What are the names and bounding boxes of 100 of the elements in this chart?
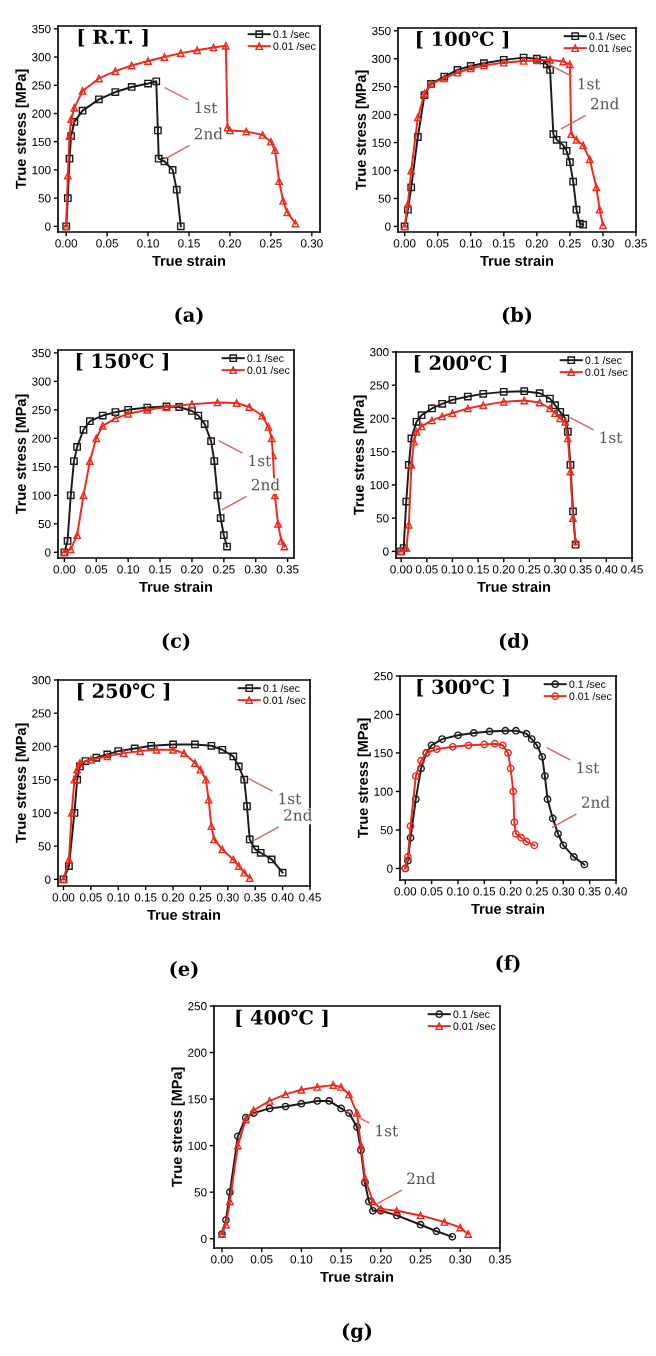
chart-title: [ 300℃ ] (417, 679, 509, 697)
point (160, 53, 169, 61)
point (556, 414, 565, 423)
point (245, 835, 254, 844)
point (543, 795, 552, 804)
point (428, 416, 436, 425)
point (92, 753, 101, 762)
point (325, 1097, 334, 1105)
point (402, 497, 411, 506)
point (226, 126, 234, 135)
point (546, 404, 554, 413)
point (345, 1109, 353, 1117)
point (73, 442, 82, 451)
point (572, 135, 581, 144)
point (277, 537, 286, 545)
point (417, 422, 426, 431)
point (599, 221, 607, 230)
point (479, 389, 488, 398)
point (160, 157, 169, 166)
point (95, 95, 103, 104)
point (180, 749, 188, 757)
point (194, 411, 203, 420)
point (509, 787, 518, 796)
point (448, 409, 457, 418)
point (207, 822, 216, 831)
chart-title: [ 150℃ ] (76, 353, 168, 371)
point (520, 396, 529, 405)
point (193, 46, 202, 55)
point (154, 154, 163, 163)
point (490, 739, 499, 748)
point (417, 756, 425, 765)
line-series (60, 398, 289, 557)
point (265, 1097, 274, 1105)
point (229, 752, 238, 761)
point (234, 762, 243, 771)
point (274, 519, 282, 528)
line-series (62, 77, 185, 231)
point (551, 409, 559, 418)
point (392, 1206, 401, 1215)
point (448, 395, 457, 404)
point (579, 141, 588, 150)
point (221, 41, 230, 50)
point (527, 735, 536, 744)
point (535, 389, 544, 398)
point (448, 742, 457, 751)
point (127, 83, 136, 91)
point (357, 1141, 365, 1150)
point (522, 837, 531, 846)
text: (d) (499, 633, 529, 651)
point (223, 542, 231, 551)
point (535, 398, 544, 407)
point (79, 425, 88, 434)
point (428, 404, 436, 413)
point (569, 853, 578, 861)
point (438, 412, 447, 421)
point (392, 1211, 401, 1220)
point (130, 744, 139, 753)
point (546, 66, 554, 74)
point (313, 1097, 322, 1105)
point (572, 205, 581, 214)
point (406, 833, 415, 842)
point (200, 420, 209, 428)
point (567, 130, 576, 139)
point (233, 1141, 242, 1150)
point (78, 87, 87, 95)
point (169, 745, 177, 754)
point (585, 155, 594, 164)
point (172, 185, 181, 194)
point (63, 194, 72, 203)
point (454, 731, 462, 740)
point (267, 855, 276, 864)
point (202, 775, 210, 784)
point (565, 60, 574, 69)
point (412, 427, 421, 436)
line-series (401, 739, 539, 873)
point (297, 1085, 306, 1094)
point (213, 398, 222, 407)
point (417, 411, 426, 420)
point (218, 745, 227, 754)
point (225, 1197, 234, 1206)
point (222, 1220, 230, 1229)
point (256, 848, 265, 857)
point (498, 741, 507, 750)
point (240, 868, 249, 877)
chart-title: [ R.T. ] (78, 29, 148, 47)
point (539, 56, 548, 65)
point (345, 1090, 353, 1099)
point (169, 740, 177, 749)
point (463, 392, 472, 401)
point (218, 845, 227, 854)
point (565, 158, 574, 167)
point (463, 404, 472, 413)
point (404, 200, 412, 208)
point (416, 1220, 425, 1229)
point (119, 749, 128, 757)
point (223, 123, 232, 132)
point (86, 457, 94, 466)
point (406, 822, 415, 831)
point (566, 467, 575, 476)
point (563, 427, 572, 436)
